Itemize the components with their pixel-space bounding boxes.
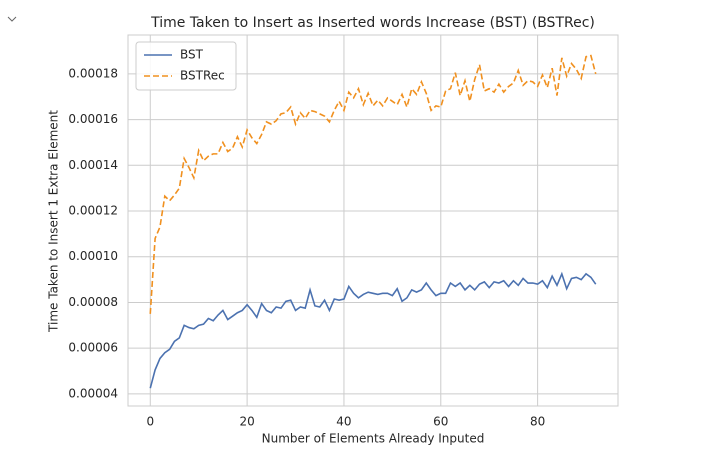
y-tick-label: 0.00008: [68, 295, 118, 309]
legend-label: BSTRec: [180, 69, 225, 83]
collapse-icon[interactable]: [7, 16, 17, 22]
line-series: [149, 54, 597, 314]
line-series: [149, 271, 597, 389]
x-axis-label: Number of Elements Already Inputed: [262, 432, 485, 446]
y-tick-label: 0.00004: [68, 386, 118, 400]
x-tick-label: 40: [336, 415, 351, 429]
y-tick-label: 0.00006: [68, 341, 118, 355]
x-tick-label: 0: [146, 415, 154, 429]
legend-box: [135, 41, 237, 91]
chart-title: Time Taken to Insert as Inserted words I…: [150, 15, 595, 31]
x-tick-label: 20: [239, 415, 254, 429]
y-tick-label: 0.00010: [68, 249, 118, 263]
y-tick-label: 0.00014: [68, 158, 118, 172]
legend-label: BST: [180, 48, 204, 62]
y-tick-label: 0.00018: [68, 66, 118, 80]
y-tick-label: 0.00016: [68, 112, 118, 126]
y-axis-label: Time Taken to Insert 1 Extra Element: [47, 110, 61, 333]
x-tick-label: 60: [433, 415, 448, 429]
x-tick-label: 80: [530, 415, 545, 429]
y-tick-label: 0.00012: [68, 204, 118, 218]
plot-frame: [127, 34, 619, 407]
